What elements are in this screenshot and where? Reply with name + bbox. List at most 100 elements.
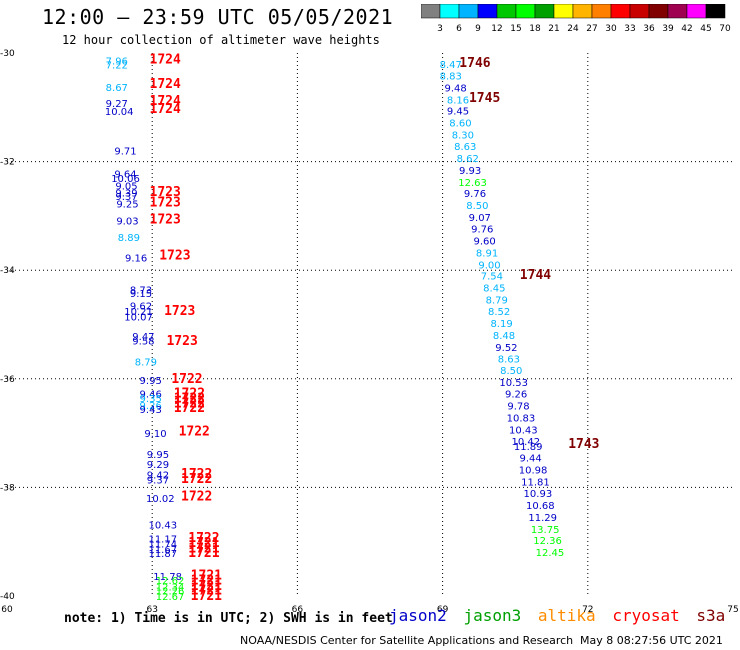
color-scale-label: 6 [456, 24, 462, 34]
wave-height-value: 9.95 [140, 376, 162, 387]
time-label: 1723 [166, 334, 197, 349]
wave-height-value: 9.37 [115, 192, 137, 203]
wave-height-value: 8.47 [440, 60, 462, 71]
wave-height-value: 11.89 [514, 442, 543, 453]
color-swatch [705, 4, 726, 19]
wave-height-value: 9.71 [114, 146, 136, 157]
wave-height-value: 7.22 [106, 61, 128, 72]
wave-height-value: 9.27 [106, 99, 128, 110]
color-scale-label: 30 [605, 24, 617, 34]
wave-height-value: 11.74 [148, 539, 177, 550]
wave-height-value: 12.63 [458, 178, 487, 189]
color-scale-label: 27 [586, 24, 597, 34]
wave-height-value: 9.76 [464, 189, 486, 200]
time-label: 1722 [171, 372, 202, 387]
time-label: 1722 [181, 472, 212, 487]
time-label: 1723 [159, 249, 190, 264]
wave-height-value: 8.63 [454, 142, 476, 153]
wave-height-value: 9.39 [115, 189, 137, 200]
wave-height-value: 9.45 [447, 107, 469, 118]
color-scale-label: 21 [548, 24, 559, 34]
wave-height-value: 10.93 [524, 489, 553, 500]
wave-height-value: 9.25 [116, 200, 138, 211]
wave-height-value: 10.43 [148, 520, 177, 531]
wave-height-value: 8.79 [486, 296, 508, 307]
wave-height-value: 8.91 [476, 248, 498, 259]
wave-height-value: 8.50 [500, 366, 522, 377]
wave-height-value: 9.46 [140, 390, 162, 401]
color-scale-label: 9 [475, 24, 481, 34]
wave-height-value: 9.37 [147, 475, 169, 486]
time-label: 1721 [191, 579, 222, 594]
wave-height-value: 9.42 [147, 470, 169, 481]
wave-height-value: 8.19 [490, 319, 512, 330]
wave-height-value: 9.16 [125, 253, 147, 264]
time-label: 1722 [174, 391, 205, 406]
wave-height-value: 8.16 [447, 95, 469, 106]
wave-height-value: 8.67 [106, 83, 128, 94]
wave-height-value: 9.48 [444, 83, 466, 94]
wave-height-value: 12.62 [156, 576, 185, 587]
wave-height-value: 9.95 [147, 450, 169, 461]
time-label: 1721 [191, 573, 222, 588]
time-label: 1722 [174, 401, 205, 416]
x-tick-label: 63 [146, 605, 157, 615]
color-scale-label: 15 [510, 24, 521, 34]
color-scale-label: 45 [700, 24, 711, 34]
wave-height-value: 11.81 [521, 478, 550, 489]
color-scale-label: 33 [624, 24, 635, 34]
y-tick-label: -40 [0, 592, 15, 602]
wave-height-value: 8.60 [449, 119, 471, 130]
color-scale-label: 39 [662, 24, 674, 34]
wave-height-value: 10.83 [507, 413, 536, 424]
time-label: 1746 [459, 56, 490, 71]
map-subtitle: 12 hour collection of altimeter wave hei… [62, 33, 380, 47]
wave-height-value: 12.67 [156, 592, 185, 603]
wave-height-value: 9.43 [140, 405, 162, 416]
color-scale-label: 36 [643, 24, 655, 34]
time-label: 1724 [150, 94, 181, 109]
wave-height-value: 8.45 [483, 284, 505, 295]
credit-text: NOAA/NESDIS Center for Satellite Applica… [240, 634, 574, 647]
time-label: 1722 [174, 396, 205, 411]
time-label: 1722 [174, 387, 205, 402]
map-title: 12:00 – 23:59 UTC 05/05/2021 [42, 5, 394, 29]
x-tick-label: 66 [292, 605, 304, 615]
timestamp-text: May 8 08:27:56 UTC 2021 [580, 634, 723, 647]
wave-height-value: 10.02 [146, 494, 175, 505]
wave-height-value: 9.15 [130, 289, 152, 300]
time-label: 1723 [150, 195, 181, 210]
wave-height-value: 8.30 [452, 131, 474, 142]
legend-altika: altika [537, 606, 596, 625]
time-label: 1724 [150, 77, 181, 92]
wave-height-value: 9.60 [474, 236, 496, 247]
color-scale-label: 70 [719, 24, 731, 34]
wave-height-value: 9.44 [519, 454, 541, 465]
wave-height-value: 9.47 [132, 332, 154, 343]
wave-height-value: 13.75 [531, 525, 560, 536]
wave-height-value: 8.62 [457, 154, 479, 165]
y-tick-label: -38 [0, 483, 15, 493]
wave-height-value: 9.76 [471, 225, 493, 236]
wave-height-value: 11.87 [148, 549, 177, 560]
wave-height-value: 11.67 [148, 545, 177, 556]
wave-height-value: 9.26 [505, 390, 527, 401]
wave-height-value: 12.34 [156, 582, 185, 593]
legend-cryosat: cryosat [612, 606, 680, 625]
time-label: 1723 [164, 304, 195, 319]
time-label: 1721 [188, 536, 219, 551]
wave-height-value: 9.05 [115, 182, 137, 193]
time-label: 1722 [179, 425, 210, 440]
time-label: 1721 [191, 568, 222, 583]
wave-height-value: 11.29 [528, 513, 557, 524]
time-label: 1745 [469, 91, 500, 106]
wave-height-value: 10.04 [105, 107, 134, 118]
color-scale-label: 18 [529, 24, 541, 34]
legend-jason2: jason2 [389, 606, 447, 625]
color-scale-label: 24 [567, 24, 579, 34]
wave-height-value: 10.21 [124, 307, 153, 318]
color-scale-label: 12 [491, 24, 502, 34]
wave-height-value: 10.68 [526, 501, 555, 512]
